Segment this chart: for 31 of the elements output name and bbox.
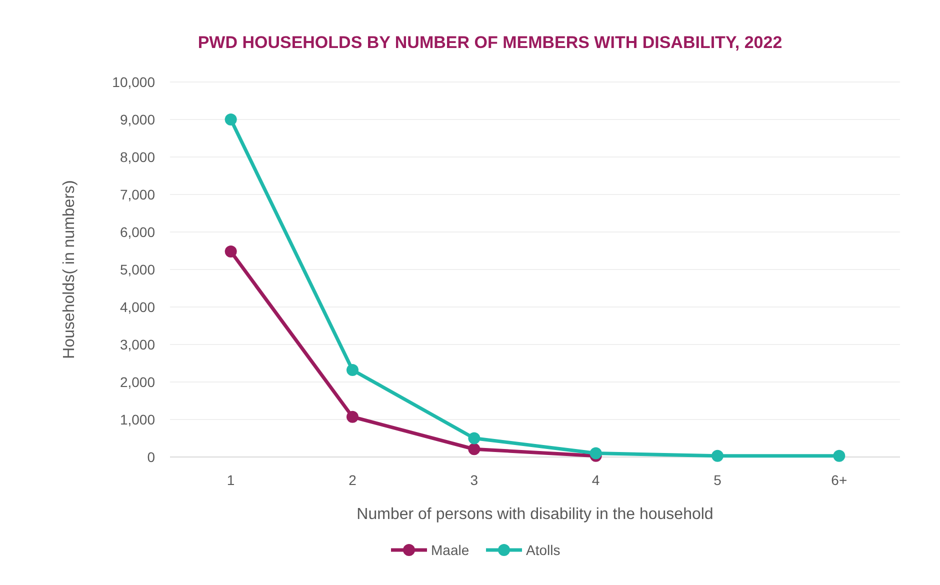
x-tick-label: 4 bbox=[592, 472, 600, 488]
y-tick-label: 6,000 bbox=[120, 224, 156, 240]
y-axis-title: Households( in numbers) bbox=[61, 180, 78, 359]
chart-title: PWD HOUSEHOLDS BY NUMBER OF MEMBERS WITH DISABILITY, 2022 bbox=[198, 33, 782, 52]
point bbox=[224, 246, 237, 258]
point bbox=[468, 432, 480, 444]
y-tick-label: 2,000 bbox=[120, 374, 156, 390]
x-tick-label: 2 bbox=[348, 472, 357, 488]
x-axis-title: Number of persons with disability in the household bbox=[356, 506, 714, 523]
legend-label: Atolls bbox=[526, 542, 560, 558]
x-tick-label: 1 bbox=[226, 472, 235, 488]
point bbox=[468, 443, 480, 456]
point bbox=[712, 450, 724, 462]
y-tick-label: 7,000 bbox=[120, 186, 156, 202]
y-tick-label: 5,000 bbox=[120, 261, 156, 278]
y-tick-label: 4,000 bbox=[120, 298, 156, 315]
point bbox=[590, 447, 602, 460]
y-tick-label: 10,000 bbox=[112, 74, 156, 90]
y-tick-label: 8,000 bbox=[120, 148, 156, 165]
point bbox=[833, 450, 846, 462]
point bbox=[346, 364, 358, 376]
point bbox=[346, 410, 358, 423]
y-tick-label: 3,000 bbox=[120, 336, 156, 352]
x-tick-label: 3 bbox=[470, 472, 478, 488]
y-tick-label: 9,000 bbox=[120, 111, 156, 128]
x-tick-label: 5 bbox=[714, 472, 722, 488]
x-tick-label: 6+ bbox=[831, 472, 848, 488]
legend-label: Maale bbox=[431, 542, 470, 558]
y-tick-label: 0 bbox=[147, 448, 156, 465]
point bbox=[224, 114, 237, 126]
y-tick-label: 1,000 bbox=[120, 411, 156, 428]
